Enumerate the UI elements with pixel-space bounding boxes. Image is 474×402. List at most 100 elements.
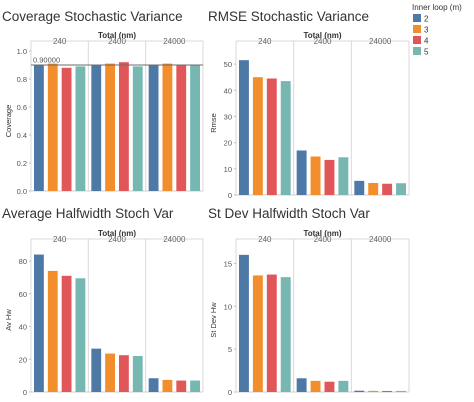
legend-swatch: [413, 36, 421, 44]
bar: [396, 390, 406, 392]
y-tick-label: 30: [224, 112, 232, 121]
y-tick-label: 5: [228, 345, 232, 354]
bar: [119, 355, 129, 392]
column-header: Total (nm): [98, 229, 136, 238]
chart-title: RMSE Stochastic Variance: [208, 9, 369, 24]
bar: [296, 150, 307, 195]
bar: [252, 77, 263, 195]
bar: [61, 275, 72, 392]
bar: [382, 183, 393, 195]
category-label: 24000: [163, 235, 186, 244]
chart-panel: St Dev Halfwidth Stoch Var Total (nm) 240 2…: [208, 206, 410, 397]
column-header: Total (nm): [303, 31, 341, 40]
bar: [354, 180, 365, 195]
bar: [252, 275, 263, 392]
y-tick-label: 10: [224, 302, 232, 311]
bar: [338, 157, 349, 195]
bar: [176, 65, 187, 191]
category-label: 2400: [108, 235, 126, 244]
category-label: 2400: [314, 37, 332, 46]
y-tick-label: 0.4: [17, 131, 27, 140]
bar: [91, 65, 102, 191]
bar: [176, 380, 187, 392]
category-label: 24000: [369, 235, 392, 244]
y-tick-label: 15: [224, 259, 232, 268]
category-label: 240: [258, 235, 272, 244]
bar: [119, 62, 129, 192]
category-label: 24000: [369, 37, 392, 46]
y-tick-label: 0: [228, 191, 232, 200]
bar: [61, 67, 72, 191]
bar: [148, 65, 159, 191]
category-label: 240: [53, 235, 67, 244]
chart-title: Average Halfwidth Stoch Var: [2, 206, 174, 221]
legend-title: Inner loop (m): [412, 3, 462, 12]
bar: [105, 353, 115, 392]
bar: [354, 390, 365, 392]
bar: [239, 60, 249, 195]
legend-label: 4: [424, 37, 429, 46]
chart-title: St Dev Halfwidth Stoch Var: [208, 206, 370, 221]
y-tick-label: 20: [19, 355, 27, 364]
bar: [34, 254, 44, 392]
bar: [266, 78, 277, 195]
bar: [310, 156, 321, 195]
bar: [239, 254, 249, 392]
y-tick-label: 10: [224, 165, 232, 174]
column-header: Total (nm): [303, 229, 341, 238]
y-tick-label: 0: [23, 388, 27, 397]
bar: [190, 65, 200, 191]
chart-panel: RMSE Stochastic Variance Total (nm) 240 240…: [208, 9, 410, 200]
bar: [47, 270, 58, 392]
category-label: 240: [258, 37, 272, 46]
y-axis-title: St Dev Hw: [209, 302, 218, 338]
y-tick-label: 0: [228, 388, 232, 397]
legend-swatch: [413, 47, 421, 55]
bar: [368, 390, 379, 392]
y-axis-title: Coverage: [4, 105, 13, 138]
category-label: 24000: [163, 37, 186, 46]
y-tick-label: 20: [224, 139, 232, 148]
bar: [266, 274, 277, 392]
bar: [338, 380, 349, 392]
y-tick-label: 40: [224, 86, 232, 95]
bar: [190, 380, 200, 392]
y-tick-label: 0.8: [17, 75, 27, 84]
bar: [132, 356, 143, 392]
legend-label: 5: [424, 48, 429, 57]
chart-title: Coverage Stochastic Variance: [2, 9, 183, 24]
bar: [310, 380, 321, 392]
bar: [132, 66, 143, 191]
legend: Inner loop (m) 2 3 4 5: [412, 3, 462, 57]
y-tick-label: 0.0: [17, 187, 27, 196]
y-tick-label: 60: [19, 290, 27, 299]
bar: [75, 278, 86, 392]
bar: [368, 182, 379, 195]
bar: [324, 381, 335, 392]
category-label: 2400: [314, 235, 332, 244]
legend-swatch: [413, 14, 421, 22]
legend-label: 2: [424, 15, 429, 24]
bar: [396, 183, 406, 195]
bar: [324, 159, 335, 195]
y-tick-label: 0.6: [17, 103, 27, 112]
bar: [105, 63, 115, 191]
reference-line-label: 0.90000: [33, 56, 60, 65]
category-label: 2400: [108, 37, 126, 46]
bar: [162, 63, 173, 191]
bar: [75, 66, 86, 191]
bar: [382, 390, 393, 392]
column-header: Total (nm): [98, 31, 136, 40]
y-tick-label: 0.2: [17, 159, 27, 168]
bar: [34, 65, 44, 191]
bar: [47, 63, 58, 191]
bar: [280, 277, 291, 392]
y-tick-label: 80: [19, 257, 27, 266]
bar: [296, 378, 307, 392]
bar: [148, 378, 159, 392]
y-axis-title: Rmse: [209, 113, 218, 133]
